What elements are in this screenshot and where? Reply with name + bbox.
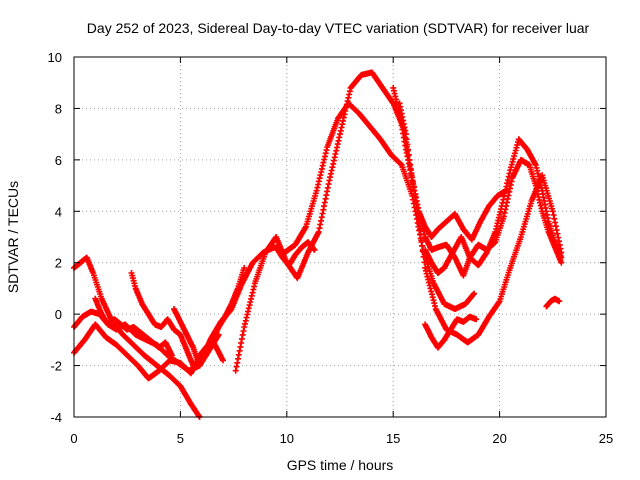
y-tick-label: 10 <box>48 50 62 65</box>
series-markers <box>543 295 563 310</box>
y-tick-label: 4 <box>55 204 62 219</box>
series-track-13 <box>543 295 563 310</box>
ticks: 0 5 10 15 20 25 -4 -2 0 2 4 6 8 10 <box>48 50 614 446</box>
y-tick-label: -2 <box>50 359 62 374</box>
series-track-7 <box>396 100 509 243</box>
x-tick-label: 25 <box>599 431 613 446</box>
series-markers <box>92 295 175 359</box>
y-axis-label: SDTVAR / TECUs <box>5 181 21 293</box>
x-tick-label: 20 <box>492 431 506 446</box>
plot-frame <box>73 56 607 418</box>
data-points <box>71 69 565 420</box>
series-track-12 <box>273 239 318 269</box>
x-tick-label: 10 <box>280 431 294 446</box>
y-tick-label: 2 <box>55 256 62 271</box>
series-track-9 <box>92 295 175 359</box>
y-tick-label: -4 <box>50 410 62 425</box>
series-markers <box>396 100 509 243</box>
x-tick-label: 0 <box>70 431 77 446</box>
x-tick-label: 5 <box>177 431 184 446</box>
chart-title: Day 252 of 2023, Sidereal Day-to-day VTE… <box>87 20 590 36</box>
y-tick-label: 0 <box>55 307 62 322</box>
x-tick-label: 15 <box>386 431 400 446</box>
series-track-11 <box>171 264 248 369</box>
series-track-6 <box>422 136 565 276</box>
series-markers <box>422 136 565 276</box>
series-markers <box>273 239 318 269</box>
series-markers <box>232 69 565 374</box>
series-markers <box>171 264 248 369</box>
y-tick-label: 8 <box>55 101 62 116</box>
series-track-4 <box>232 69 565 374</box>
series-track-8 <box>422 313 480 351</box>
series-markers <box>422 313 480 351</box>
y-tick-label: 6 <box>55 153 62 168</box>
x-axis-label: GPS time / hours <box>287 457 394 473</box>
